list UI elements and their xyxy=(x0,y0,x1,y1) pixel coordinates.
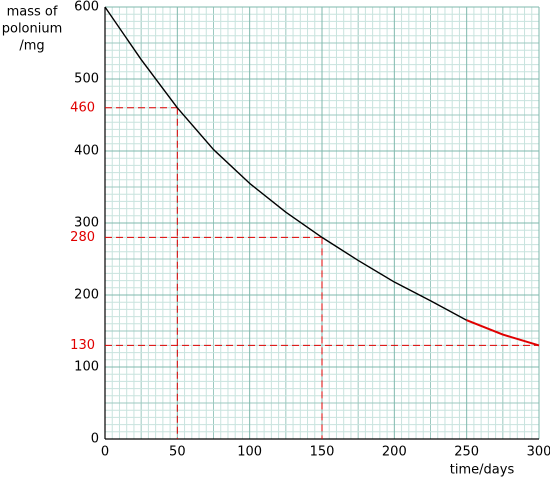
y-tick-label: 100 xyxy=(74,360,99,375)
y-tick-label: 200 xyxy=(74,288,99,303)
y-tick-label: 500 xyxy=(74,72,99,87)
x-tick-label: 250 xyxy=(454,445,479,460)
y-tick-label: 300 xyxy=(74,216,99,231)
y-axis-label: mass of xyxy=(7,5,58,20)
x-axis-label: time/days xyxy=(450,463,515,478)
y-axis-label: /mg xyxy=(19,39,44,54)
x-tick-label: 200 xyxy=(382,445,407,460)
annotation-label: 280 xyxy=(70,230,95,245)
x-tick-label: 150 xyxy=(310,445,335,460)
annotation-label: 460 xyxy=(70,100,95,115)
y-tick-label: 400 xyxy=(74,144,99,159)
x-tick-label: 50 xyxy=(169,445,186,460)
x-tick-label: 0 xyxy=(101,445,109,460)
data-line xyxy=(104,6,467,321)
data-line xyxy=(466,319,540,347)
annotation-label: 130 xyxy=(70,338,95,353)
x-tick-label: 100 xyxy=(237,445,262,460)
y-tick-label: 600 xyxy=(74,0,99,15)
x-tick-label: 300 xyxy=(527,445,550,460)
y-axis-label: polonium xyxy=(2,22,63,37)
y-tick-label: 0 xyxy=(91,432,99,447)
